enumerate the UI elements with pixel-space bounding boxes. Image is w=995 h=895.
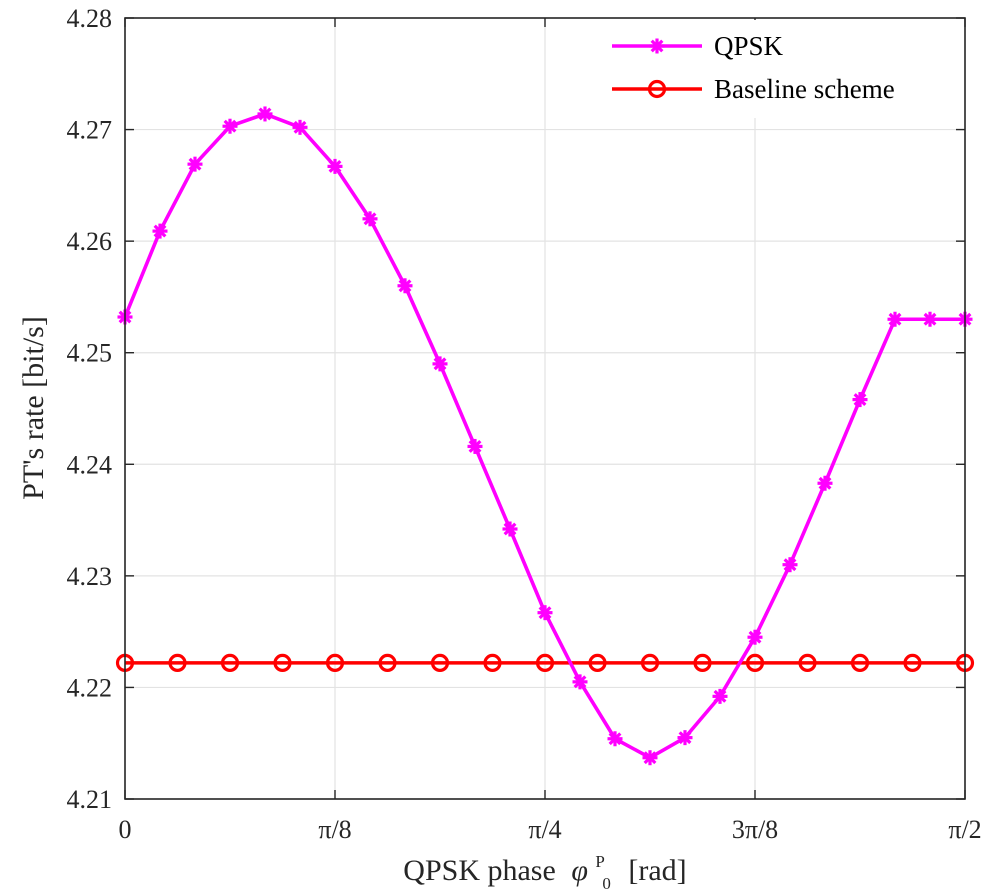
- data-point-baseline-scheme: [903, 653, 922, 672]
- data-point-baseline-scheme: [168, 653, 187, 672]
- data-point-qpsk: [887, 311, 903, 327]
- data-point-qpsk: [572, 674, 588, 690]
- data-point-qpsk: [187, 156, 203, 172]
- x-axis-label-text: QPSK phase: [403, 854, 556, 887]
- data-point-baseline-scheme: [325, 653, 345, 672]
- data-point-qpsk: [502, 521, 518, 537]
- data-point-baseline-scheme: [220, 653, 240, 672]
- data-point-qpsk: [222, 118, 238, 134]
- data-point-qpsk: [432, 356, 448, 372]
- data-point-qpsk: [467, 438, 483, 454]
- data-point-qpsk: [817, 475, 833, 491]
- data-point-qpsk: [922, 311, 938, 327]
- data-point-qpsk: [607, 731, 623, 747]
- data-point-baseline-scheme: [588, 653, 607, 672]
- data-point-qpsk: [292, 119, 308, 135]
- y-tick-label: 4.25: [67, 339, 113, 368]
- series-qpsk: [117, 106, 973, 766]
- y-tick-label: 4.27: [67, 116, 113, 145]
- x-axis-label-subscript: 0: [602, 874, 611, 893]
- data-point-qpsk: [642, 750, 658, 766]
- data-point-qpsk: [327, 158, 343, 174]
- legend-marker-qpsk: [649, 38, 665, 54]
- y-axis-label: PT's rate [bit/s]: [17, 316, 50, 500]
- series-layer: [115, 106, 975, 766]
- data-point-baseline-scheme: [378, 653, 397, 672]
- y-tick-label: 4.26: [67, 227, 113, 256]
- y-tick-label: 4.22: [67, 673, 113, 702]
- data-point-qpsk: [852, 392, 868, 408]
- data-point-qpsk: [747, 629, 763, 645]
- series-baseline-scheme: [115, 653, 975, 672]
- data-point-baseline-scheme: [535, 653, 555, 672]
- data-point-qpsk: [152, 223, 168, 239]
- x-axis-label-superscript: P: [595, 852, 604, 871]
- legend-entry-qpsk: QPSK: [612, 31, 784, 61]
- x-tick-label: 0: [119, 815, 132, 844]
- x-tick-label: 3π/8: [732, 815, 778, 844]
- legend-entry-baseline-scheme: Baseline scheme: [612, 74, 895, 104]
- x-axis-label-unit: [rad]: [628, 854, 686, 887]
- data-point-baseline-scheme: [745, 653, 765, 672]
- legend-marker-baseline-scheme: [647, 79, 667, 99]
- data-point-qpsk: [537, 605, 553, 621]
- y-tick-label: 4.24: [67, 450, 113, 479]
- data-point-baseline-scheme: [430, 653, 450, 672]
- legend-label-baseline-scheme: Baseline scheme: [714, 74, 895, 104]
- data-point-qpsk: [257, 106, 273, 122]
- data-point-qpsk: [712, 688, 728, 704]
- x-axis-label: QPSK phase φ P 0 [rad]: [403, 841, 686, 895]
- data-point-baseline-scheme: [693, 653, 712, 672]
- legend: QPSK Baseline scheme: [590, 20, 962, 118]
- x-tick-label: π/2: [948, 815, 981, 844]
- legend-entries: QPSK Baseline scheme: [612, 31, 895, 104]
- data-point-qpsk: [782, 557, 798, 573]
- x-tick-label: π/8: [318, 815, 351, 844]
- data-point-qpsk: [362, 211, 378, 227]
- x-tick-label: π/4: [528, 815, 561, 844]
- data-point-baseline-scheme: [798, 653, 817, 672]
- data-point-baseline-scheme: [483, 653, 502, 672]
- data-point-baseline-scheme: [850, 653, 870, 672]
- legend-box: [590, 20, 962, 118]
- y-tick-label: 4.21: [67, 785, 113, 814]
- data-point-baseline-scheme: [273, 653, 292, 672]
- plot-area: [115, 17, 975, 800]
- data-point-baseline-scheme: [640, 653, 660, 672]
- y-tick-label: 4.23: [67, 562, 113, 591]
- data-point-qpsk: [397, 278, 413, 294]
- tick-labels: 0 π/8 π/4 3π/8 π/2 4.21 4.22 4.23 4.24 4.25 4.26 4.…: [67, 4, 982, 844]
- y-tick-label: 4.28: [67, 4, 113, 33]
- data-point-qpsk: [677, 730, 693, 746]
- x-axis-label-symbol: φ: [571, 854, 588, 887]
- legend-label-qpsk: QPSK: [714, 31, 784, 61]
